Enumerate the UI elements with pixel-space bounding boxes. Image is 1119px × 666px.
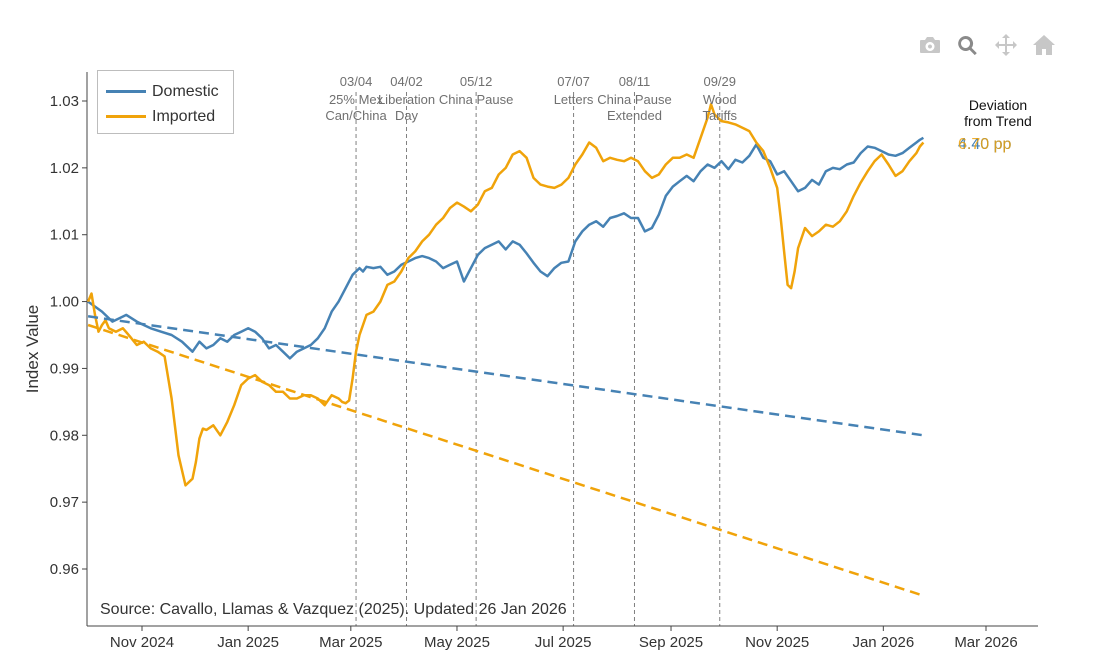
event-name-label: China Pause xyxy=(597,92,671,107)
event-date-label: 04/02 xyxy=(390,74,423,89)
event-date-label: 09/29 xyxy=(703,74,736,89)
series-line-domestic-trend xyxy=(87,315,924,437)
x-tick-label: Jul 2025 xyxy=(535,634,592,651)
event-name-label: Liberation xyxy=(378,92,435,107)
x-tick-label: Jan 2026 xyxy=(852,634,914,651)
event-date-label: 07/07 xyxy=(557,74,590,89)
y-tick-label: 0.96 xyxy=(50,561,79,578)
event-name-label: Extended xyxy=(607,108,662,123)
event-name-label: China Pause xyxy=(439,92,513,107)
y-tick-label: 1.00 xyxy=(50,294,79,311)
legend: Domestic Imported xyxy=(97,70,234,134)
series-line-imported xyxy=(86,103,925,487)
y-tick-label: 1.02 xyxy=(50,160,79,177)
x-tick-label: Sep 2025 xyxy=(639,634,703,651)
pan-icon[interactable] xyxy=(992,34,1020,56)
zoom-icon[interactable] xyxy=(954,34,982,56)
event-name-label: Day xyxy=(395,108,419,123)
deviation-imported-value: 6.70 pp xyxy=(958,136,1012,153)
legend-swatch-domestic xyxy=(106,90,146,93)
event-name-label: 25% Mex xyxy=(329,92,384,107)
y-tick-label: 1.03 xyxy=(50,93,79,110)
series-line-imported-trend xyxy=(87,323,924,597)
x-tick-label: Jan 2025 xyxy=(217,634,279,651)
deviation-title-line2: from Trend xyxy=(964,113,1032,129)
event-name-label: Letters xyxy=(554,92,594,107)
legend-label-domestic: Domestic xyxy=(152,82,219,100)
legend-item-imported[interactable]: Imported xyxy=(106,104,233,129)
source-note: Source: Cavallo, Llamas & Vazquez (2025)… xyxy=(100,601,567,618)
legend-item-domestic[interactable]: Domestic xyxy=(106,79,233,104)
y-tick-label: 0.98 xyxy=(50,427,79,444)
event-name-label: Wood xyxy=(703,92,737,107)
home-icon[interactable] xyxy=(1030,34,1058,56)
event-lines xyxy=(355,92,721,626)
series-line-domestic xyxy=(87,136,925,360)
legend-swatch-imported xyxy=(106,115,146,118)
event-name-label: Tariffs xyxy=(703,108,738,123)
y-axis-title: Index Value xyxy=(23,305,42,394)
legend-label-imported: Imported xyxy=(152,107,216,125)
x-tick-label: May 2025 xyxy=(424,634,490,651)
event-name-label: Can/China xyxy=(325,108,387,123)
deviation-title-line1: Deviation xyxy=(968,97,1028,113)
y-tick-label: 0.97 xyxy=(50,494,79,511)
event-date-label: 08/11 xyxy=(619,74,651,89)
modebar xyxy=(916,34,1058,56)
deviation-domestic-value: 4.40 pp xyxy=(958,136,1012,153)
x-tick-label: Mar 2026 xyxy=(954,634,1017,651)
x-tick-label: Mar 2025 xyxy=(319,634,382,651)
event-date-label: 03/04 xyxy=(340,74,373,89)
series xyxy=(86,103,925,597)
deviation-title: Deviation from Trend xyxy=(950,97,1046,129)
event-date-label: 05/12 xyxy=(460,74,493,89)
y-tick-label: 0.99 xyxy=(50,360,79,377)
camera-icon[interactable] xyxy=(916,34,944,56)
axes: Index Value 0.96 0.97 0.98 0.99 1.00 1.01 1.02… xyxy=(23,72,1038,651)
x-tick-label: Nov 2024 xyxy=(110,634,174,651)
y-tick-label: 1.01 xyxy=(50,227,79,244)
x-tick-label: Nov 2025 xyxy=(745,634,809,651)
